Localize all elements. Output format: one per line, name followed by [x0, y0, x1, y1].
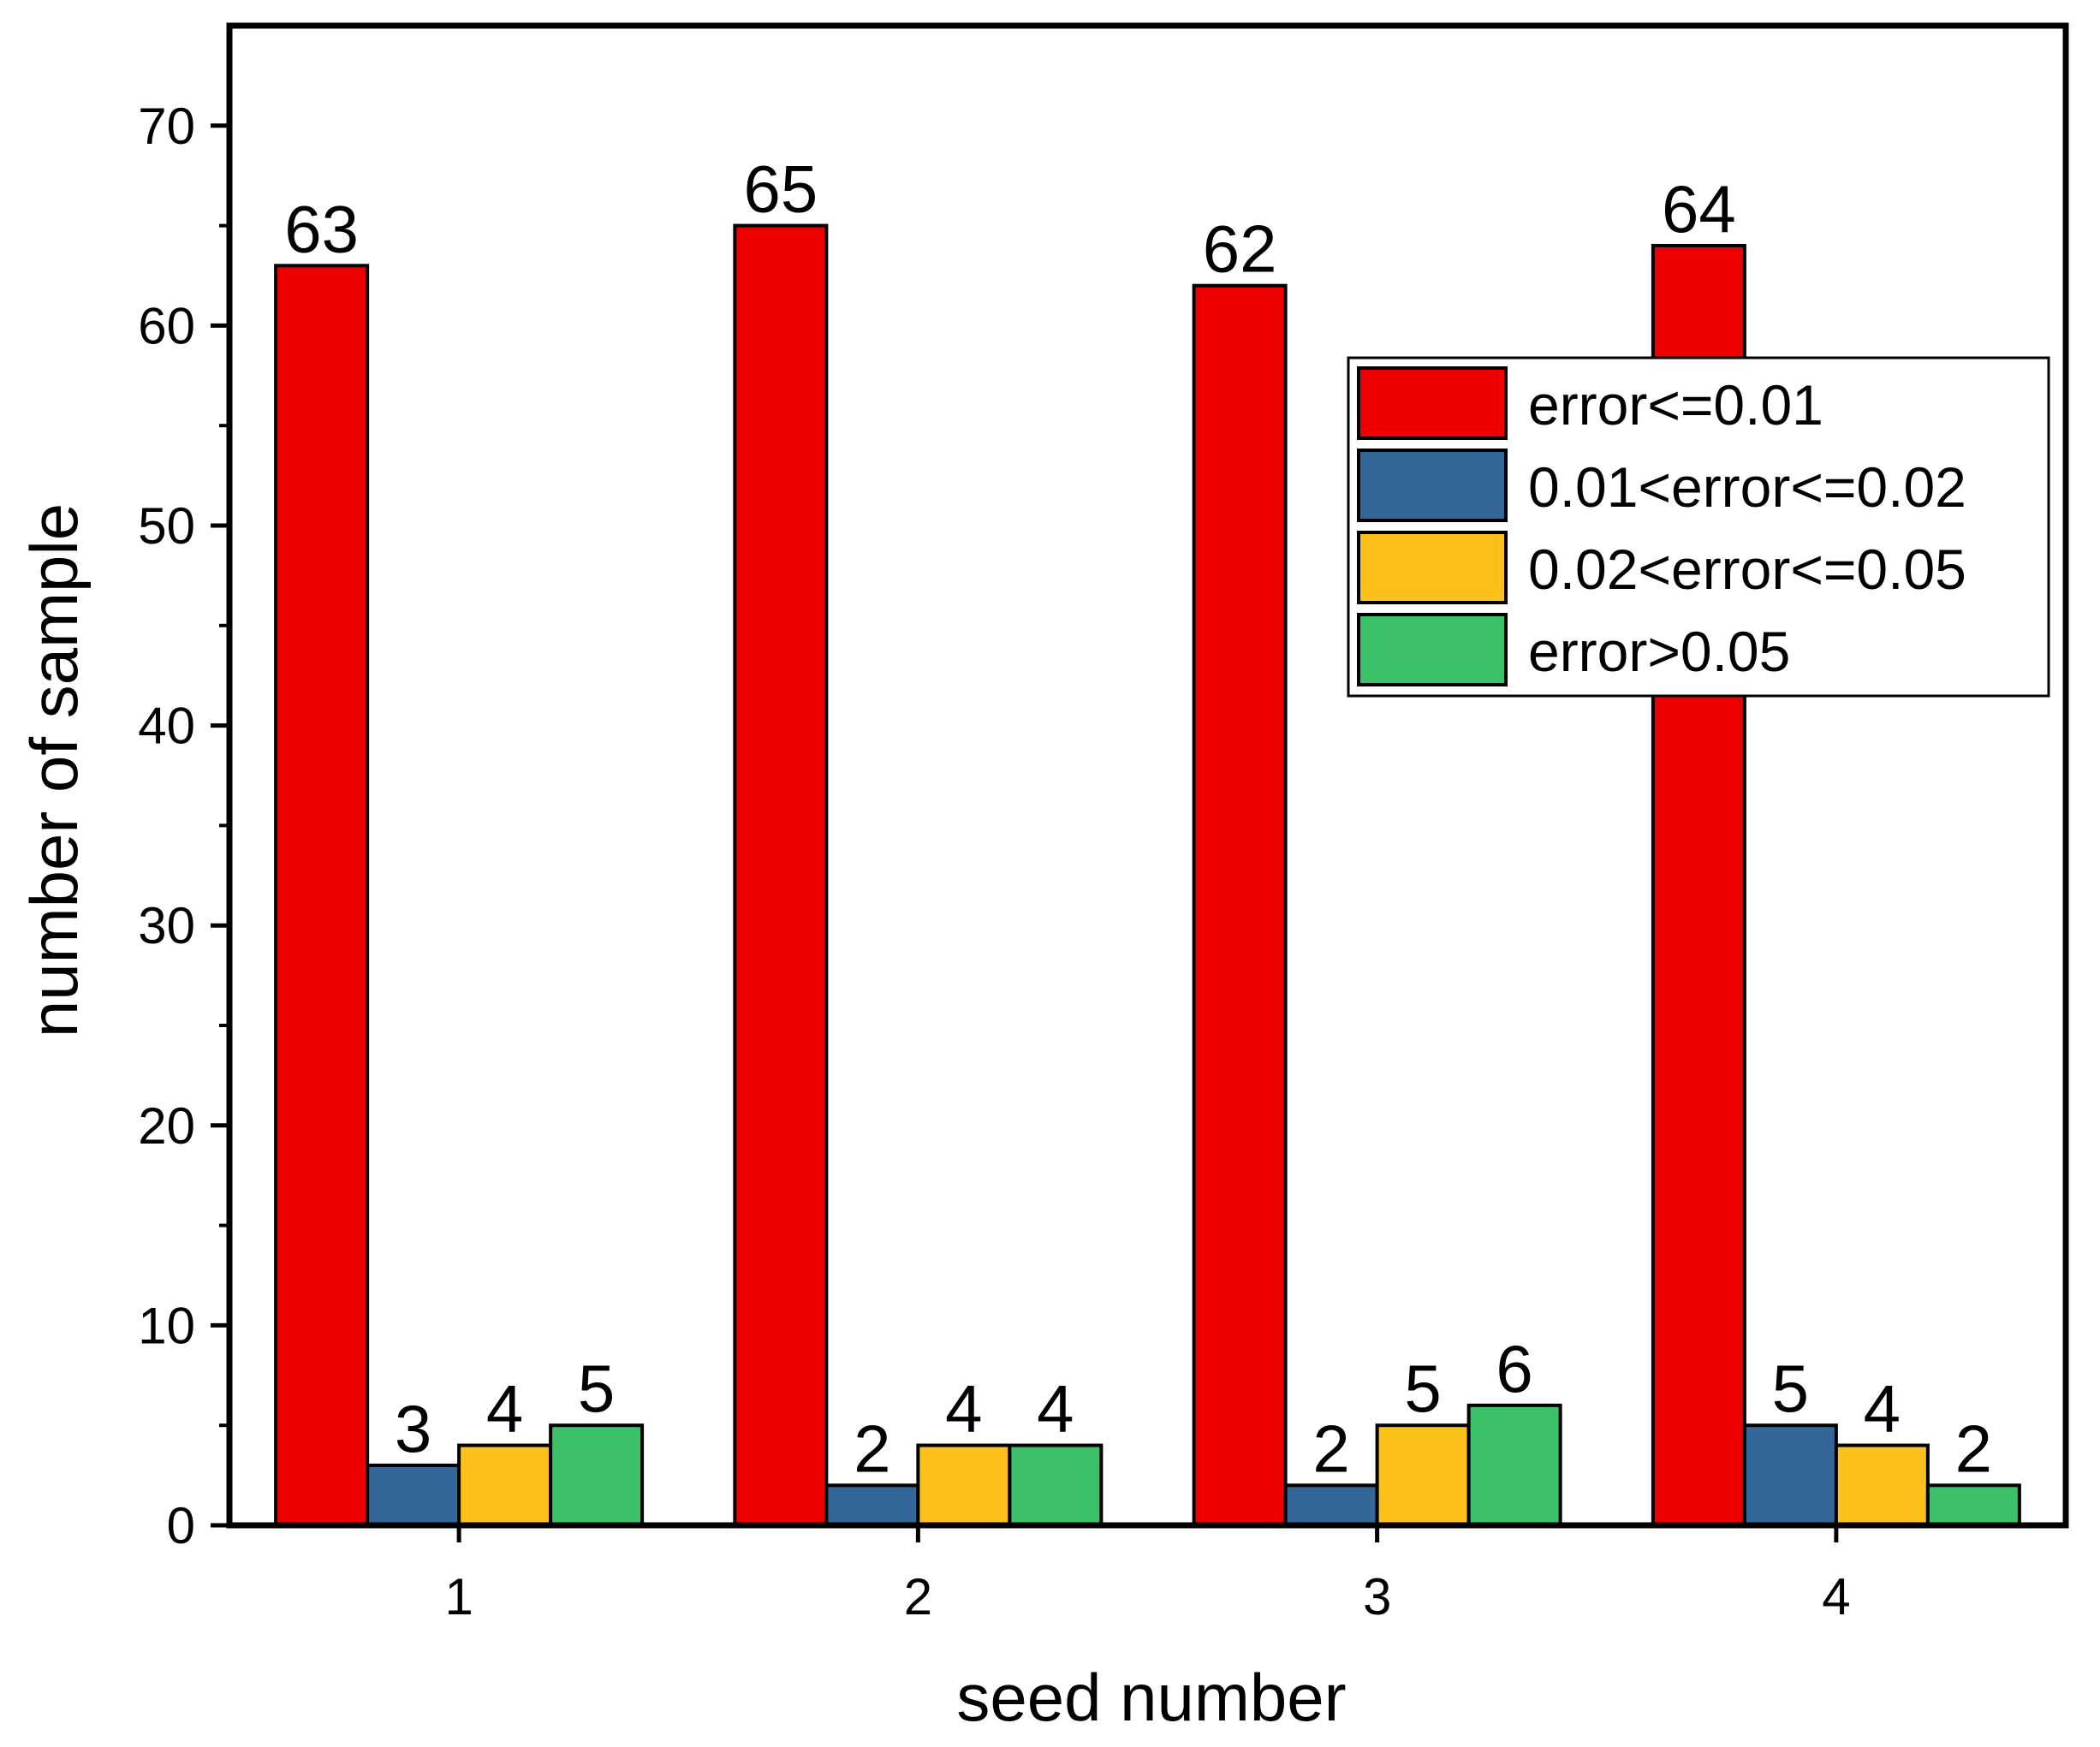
data-label: 4 — [486, 1371, 523, 1447]
bar-3-seed-1 — [457, 1443, 553, 1528]
bar-4-seed-1 — [549, 1423, 645, 1527]
bar-3-seed-4 — [1834, 1443, 1930, 1528]
data-label: 4 — [1864, 1371, 1901, 1447]
data-label: 2 — [1955, 1411, 1992, 1486]
data-label: 5 — [1772, 1351, 1809, 1426]
x-tick-label: 1 — [444, 1568, 473, 1625]
bar-4-seed-4 — [1925, 1483, 2021, 1528]
legend-label: error<=0.01 — [1528, 373, 1823, 437]
bar-4-seed-2 — [1008, 1443, 1104, 1528]
y-tick-label: 70 — [138, 98, 195, 155]
y-tick-label: 50 — [138, 497, 195, 555]
data-label: 65 — [743, 152, 818, 227]
bar-2-seed-3 — [1283, 1483, 1379, 1528]
y-tick-label: 30 — [138, 897, 195, 954]
y-axis-title: number of sample — [16, 503, 92, 1037]
legend-swatch — [1357, 613, 1508, 686]
y-tick-label: 20 — [138, 1097, 195, 1155]
bar-2-seed-1 — [366, 1463, 461, 1528]
data-label: 4 — [1037, 1371, 1074, 1447]
y-tick-label: 10 — [138, 1297, 195, 1354]
data-label: 3 — [395, 1391, 431, 1466]
bar-2-seed-2 — [824, 1483, 920, 1528]
data-label: 64 — [1662, 171, 1736, 247]
legend-label: error>0.05 — [1528, 620, 1790, 683]
bar-3-seed-3 — [1375, 1423, 1471, 1527]
data-label: 62 — [1203, 211, 1277, 287]
legend-label: 0.01<error<=0.02 — [1528, 455, 1966, 519]
x-tick-label: 4 — [1822, 1568, 1850, 1625]
data-label: 2 — [1312, 1411, 1349, 1486]
y-tick-label: 60 — [138, 297, 195, 354]
legend: error<=0.01 0.01<error<=0.02 0.02<error<=0… — [1347, 356, 2050, 698]
legend-swatch — [1357, 366, 1508, 440]
data-label: 5 — [578, 1351, 615, 1426]
x-axis-title: seed number — [956, 1660, 1346, 1735]
bar-1-seed-3 — [1192, 283, 1288, 1527]
bar-2-seed-4 — [1742, 1423, 1838, 1527]
y-tick-label: 40 — [138, 698, 195, 755]
x-tick-label: 2 — [904, 1568, 932, 1625]
data-label: 6 — [1496, 1331, 1532, 1406]
bar-4-seed-3 — [1466, 1403, 1562, 1527]
legend-swatch — [1357, 531, 1508, 604]
bar-3-seed-2 — [916, 1443, 1012, 1528]
data-label: 63 — [284, 191, 359, 266]
plot-frame — [226, 22, 2069, 1529]
data-label: 4 — [945, 1371, 982, 1447]
bar-1-seed-2 — [733, 223, 829, 1528]
bar-1-seed-1 — [274, 264, 370, 1528]
x-tick-label: 3 — [1363, 1568, 1391, 1625]
legend-label: 0.02<error<=0.05 — [1528, 538, 1966, 601]
data-label: 5 — [1404, 1351, 1441, 1426]
y-tick-label: 0 — [167, 1497, 195, 1554]
legend-swatch — [1357, 449, 1508, 522]
data-label: 2 — [854, 1411, 890, 1486]
